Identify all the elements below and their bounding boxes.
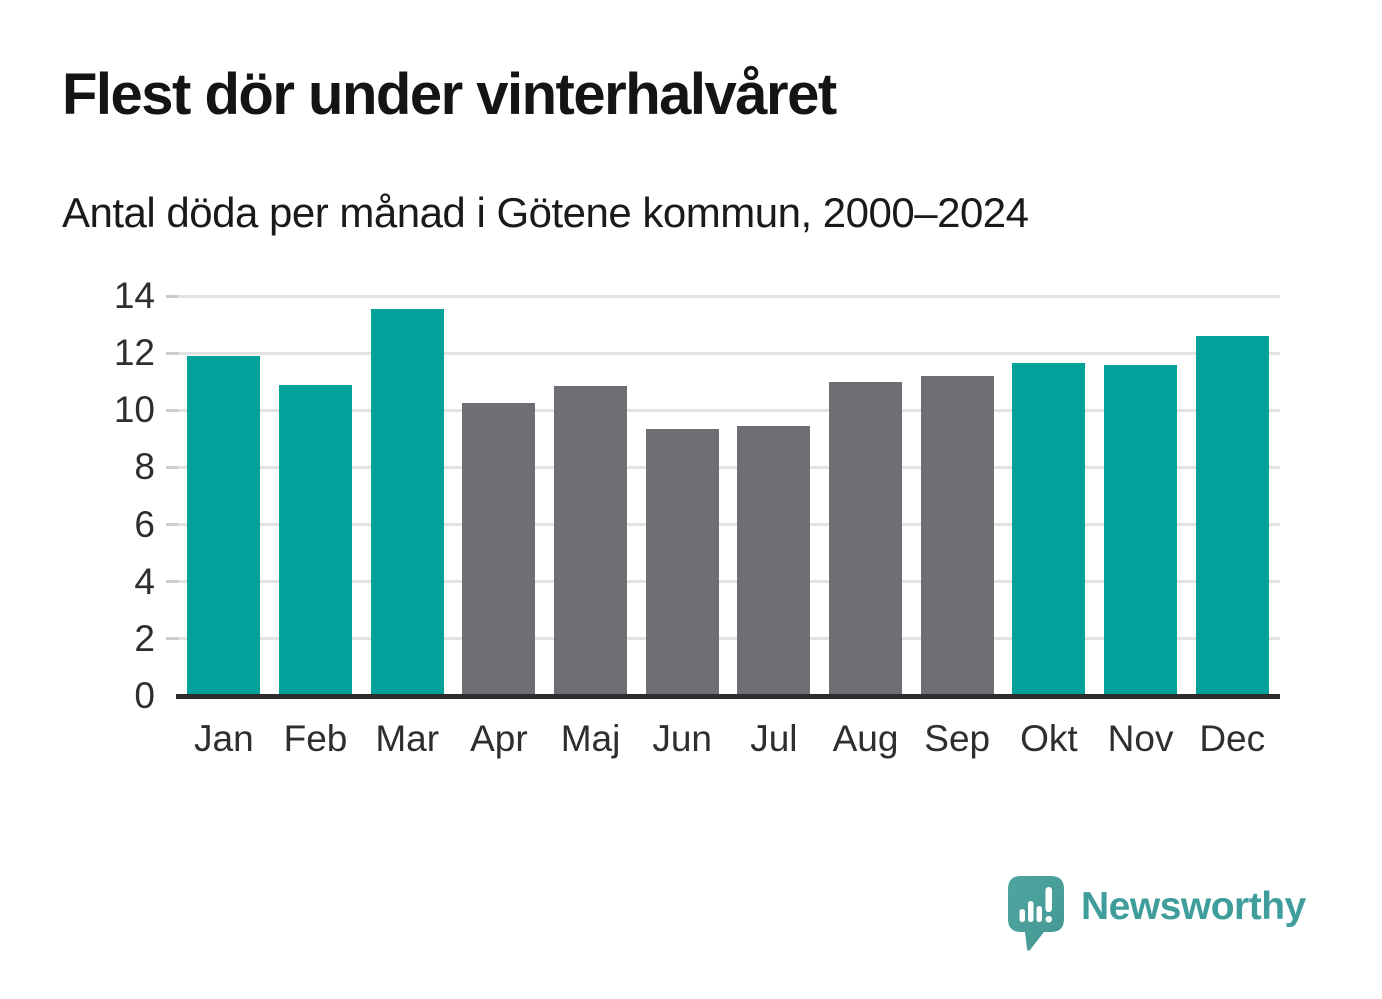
x-axis-label-feb: Feb <box>283 718 348 759</box>
x-axis-labels: Jan Feb Mar Apr Maj Jun Jul Aug Sep Okt Nov Dec <box>178 716 1278 762</box>
bar-slot-jun <box>636 296 728 696</box>
bar-jun <box>645 428 719 696</box>
x-axis-label-sep: Sep <box>924 718 991 759</box>
x-axis-label-aug: Aug <box>832 718 899 759</box>
bar-slot-apr <box>453 296 545 696</box>
bar-apr <box>462 403 536 696</box>
gridline-10 <box>178 408 1280 412</box>
gridline-6 <box>178 523 1280 527</box>
bar-maj <box>554 386 628 696</box>
y-axis-label-12: 12 <box>113 332 155 374</box>
bar-slot-jul <box>728 296 820 696</box>
newsworthy-logo: Newsworthy <box>1008 876 1306 954</box>
bar-slot-dec <box>1186 296 1278 696</box>
gridline-14 <box>178 294 1280 298</box>
y-tick-4 <box>166 580 178 584</box>
bar-feb <box>279 384 352 696</box>
x-axis-label-apr: Apr <box>470 718 528 759</box>
newsworthy-logo-text: Newsworthy <box>1081 885 1306 928</box>
bar-slot-sep <box>911 296 1003 696</box>
y-axis-label-10: 10 <box>113 389 155 431</box>
y-axis-label-4: 4 <box>134 560 155 602</box>
y-tick-10 <box>166 408 178 412</box>
bar-nov <box>1104 364 1178 696</box>
bar-sep <box>920 376 994 696</box>
y-axis-label-8: 8 <box>134 446 155 488</box>
y-axis-label-6: 6 <box>134 503 155 545</box>
bar-aug <box>829 381 903 696</box>
bar-okt <box>1012 363 1086 696</box>
bar-series <box>178 296 1278 696</box>
y-axis-label-2: 2 <box>134 617 155 659</box>
gridline-8 <box>178 465 1280 469</box>
gridline-4 <box>178 580 1280 584</box>
bar-slot-okt <box>1003 296 1095 696</box>
x-axis-label-dec: Dec <box>1199 718 1266 759</box>
bar-jan <box>187 356 261 696</box>
bar-mar <box>370 308 444 696</box>
bar-slot-maj <box>545 296 637 696</box>
chart-subtitle: Antal döda per månad i Götene kommun, 20… <box>62 189 1029 236</box>
y-tick-14 <box>166 294 178 298</box>
bar-slot-aug <box>820 296 912 696</box>
bar-slot-nov <box>1095 296 1187 696</box>
x-axis-label-mar: Mar <box>375 718 440 759</box>
x-axis-line <box>176 694 1280 699</box>
x-axis-label-nov: Nov <box>1107 718 1174 759</box>
x-axis-label-maj: Maj <box>560 718 621 759</box>
y-tick-2 <box>166 637 178 641</box>
bar-dec <box>1195 336 1269 696</box>
chart-title: Flest dör under vinterhalvåret <box>62 62 837 127</box>
bar-slot-mar <box>361 296 453 696</box>
x-axis-label-jan: Jan <box>194 718 254 759</box>
newsworthy-speech-bubble-bar-chart-icon <box>1008 876 1064 951</box>
y-tick-12 <box>166 351 178 355</box>
bar-slot-jan <box>178 296 270 696</box>
x-axis-label-jun: Jun <box>652 718 713 759</box>
bar-slot-feb <box>270 296 362 696</box>
y-axis-label-0: 0 <box>134 675 155 716</box>
x-axis-label-jul: Jul <box>750 718 798 759</box>
y-tick-8 <box>166 465 178 469</box>
y-axis-label-14: 14 <box>113 275 155 316</box>
gridline-2 <box>178 637 1280 641</box>
x-axis-label-okt: Okt <box>1020 718 1078 759</box>
bar-jul <box>737 426 811 696</box>
gridline-12 <box>178 351 1280 355</box>
y-tick-6 <box>166 523 178 527</box>
